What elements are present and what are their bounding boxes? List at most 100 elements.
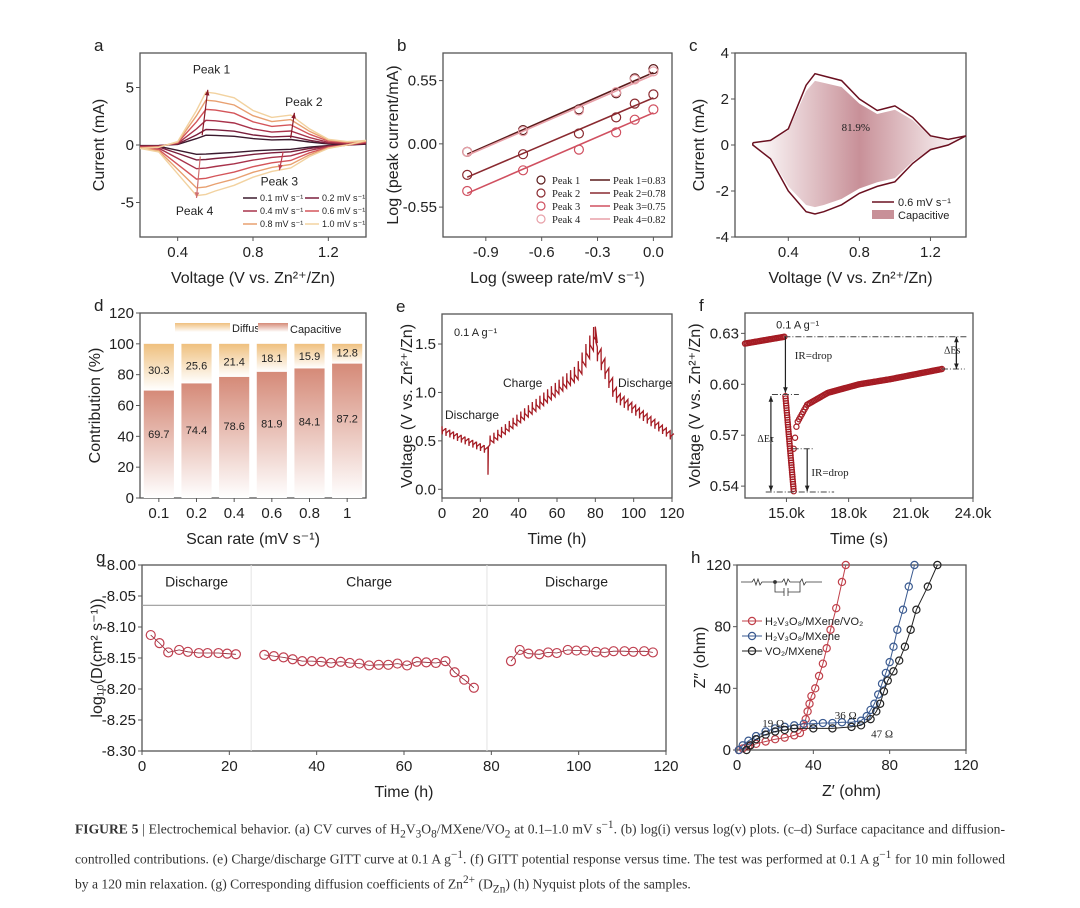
legend-label: 0.2 mV s⁻¹: [322, 193, 365, 203]
delta-es-arrow-head: [954, 363, 959, 370]
y-tick-label: 60: [117, 398, 134, 415]
data-point: [287, 654, 298, 665]
y-tick-label: 0: [723, 742, 731, 759]
data-point: [866, 705, 875, 715]
data-point-peak-3: [462, 185, 473, 197]
caption-segment: −1: [450, 849, 464, 862]
legend-marker: [536, 188, 546, 198]
data-point-peak-3: [611, 127, 622, 138]
caption-segment: . (b) log(i) versus log(v) plots. (c–d) …: [75, 821, 1006, 867]
y-tick-label: -8.20: [102, 681, 136, 698]
y-tick-label: 20: [117, 459, 134, 476]
data-point: [523, 648, 534, 659]
y-tick-label: -5: [121, 195, 134, 212]
x-tick-label: -0.9: [473, 244, 499, 261]
figure-caption: FIGURE 5 | Electrochemical behavior. (a)…: [75, 815, 1005, 900]
annotation-delta-etau: ΔEτ: [757, 434, 774, 445]
data-point: [889, 642, 898, 651]
data-point: [881, 668, 891, 678]
peak-4-arrow-head: [194, 192, 200, 198]
x-tick-label: 0.2: [186, 505, 207, 522]
caption-segment: for 10 min followed by a 120 min relaxat…: [75, 851, 1005, 892]
legend-label: Peak 1: [552, 176, 580, 187]
annotation-peak-1: Peak 1: [193, 63, 231, 77]
data-point-peak-3: [648, 104, 659, 115]
peak-2-arrow-head: [291, 112, 296, 119]
plot-frame-b: [442, 52, 673, 238]
y-tick-label: 2: [721, 91, 729, 108]
data-point-peak-4: [611, 86, 622, 98]
caption-segment: V: [405, 821, 416, 837]
y-tick-label: 1.5: [415, 336, 436, 353]
legend-label: Peak 1=0.83: [613, 176, 666, 187]
x-tick-label: 0.0: [643, 244, 664, 261]
x-tick-label: -0.6: [529, 244, 555, 261]
data-point: [807, 691, 816, 701]
data-point: [828, 724, 837, 733]
legend-label: Peak 3: [552, 202, 580, 213]
annotation-current: 0.1 A g⁻¹: [454, 327, 497, 339]
caption-segment: ) (h) Nyquist plots of the samples.: [505, 876, 691, 892]
data-point: [872, 707, 881, 716]
data-point-peak-4: [629, 74, 640, 85]
cv-curve-1: [139, 128, 367, 161]
delta-etau-arrow-head: [768, 396, 774, 402]
data-point: [306, 655, 317, 667]
capacitive-percentage: 81.9%: [842, 122, 870, 134]
panel-letter-h: h: [691, 548, 700, 567]
data-point: [268, 651, 279, 662]
bar-capacitive: [219, 376, 250, 498]
annotation-ir-drop: IR=drop: [795, 350, 833, 362]
data-point: [440, 655, 451, 667]
data-point-peak-2: [462, 169, 473, 180]
data-point: [847, 722, 856, 732]
y-tick-label: 0.60: [710, 376, 739, 393]
y-tick-label: -8.15: [102, 650, 136, 667]
x-tick-label: 120: [953, 757, 978, 774]
data-point-peak-4: [573, 105, 585, 116]
plot-frame-f: [744, 312, 974, 499]
circuit-diagram: [741, 577, 822, 596]
caption-segment: 2: [400, 828, 406, 841]
x-axis-label: Time (h): [375, 784, 434, 801]
data-point-peak-2: [517, 149, 529, 160]
ir-drop-arrow-head: [783, 387, 788, 393]
legend-label: 0.6 mV s⁻¹: [898, 197, 951, 209]
data-point: [895, 656, 904, 665]
data-point: [811, 684, 820, 693]
bar-label: 84.1: [299, 416, 320, 428]
legend-swatch-diffusion: [175, 323, 230, 332]
y-tick-label: -8.25: [102, 712, 136, 729]
x-tick-label: 0.8: [299, 505, 320, 522]
data-point: [514, 644, 525, 656]
caption-segment: FIGURE 5: [75, 821, 139, 837]
data-point: [799, 719, 808, 728]
x-axis-label: Scan rate (mV s⁻¹): [186, 531, 320, 548]
y-axis-label: Current (mA): [691, 99, 708, 191]
data-point: [841, 560, 850, 570]
data-point: [259, 649, 270, 661]
x-tick-label: 0.6: [261, 505, 282, 522]
annotation-discharge-2: Discharge: [618, 376, 672, 390]
y-tick-label: 0.54: [710, 478, 739, 495]
panel-letter-c: c: [689, 36, 698, 55]
data-point: [154, 638, 165, 649]
x-axis-label: Voltage (V vs. Zn²⁺/Zn): [768, 270, 932, 287]
y-tick-label: -0.55: [403, 199, 437, 216]
data-point-pulse: [790, 488, 797, 495]
data-point: [505, 655, 517, 667]
bar-label: 87.2: [336, 414, 357, 426]
data-point: [805, 699, 814, 708]
data-point-peak-2: [611, 112, 622, 123]
x-tick-label: 40: [510, 505, 527, 522]
legend-label: Peak 3=0.75: [613, 202, 666, 213]
data-point: [780, 725, 789, 735]
bar-label: 15.9: [299, 351, 320, 363]
x-tick-label: 20: [221, 758, 238, 775]
y-tick-label: 40: [117, 428, 134, 445]
legend-swatch-capacitive: [258, 323, 288, 332]
bar-label: 30.3: [148, 365, 169, 377]
data-point: [163, 647, 174, 658]
cv-curve-5: [139, 91, 367, 197]
region-label: Charge: [346, 574, 392, 590]
